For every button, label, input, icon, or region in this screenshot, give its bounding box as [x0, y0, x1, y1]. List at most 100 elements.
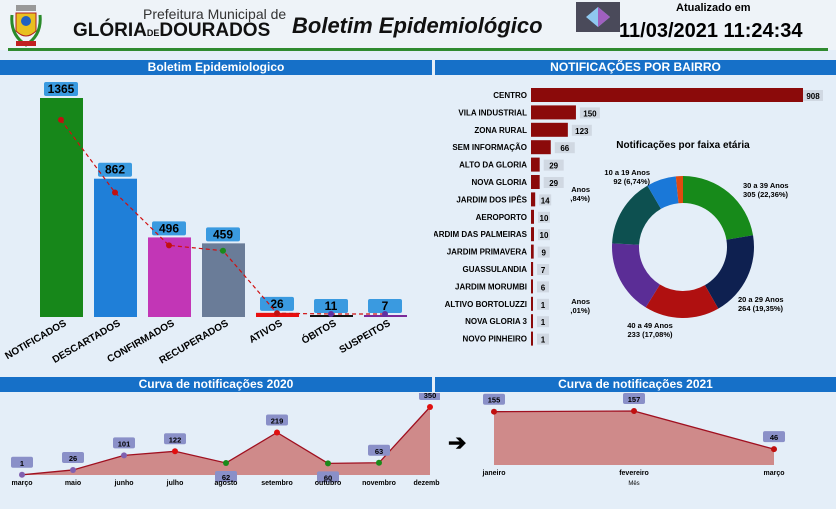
value-label: 6 — [541, 283, 546, 292]
value-label: 123 — [575, 127, 589, 136]
value-label: 219 — [271, 416, 284, 425]
value-label-bg — [543, 177, 564, 188]
bairro-label: NOVA GLORIA — [471, 178, 527, 187]
bar — [531, 105, 576, 120]
slice-label: 30 a 39 Anos — [743, 181, 789, 190]
value-label-bg — [152, 221, 186, 236]
data-point — [325, 460, 331, 467]
value-label-bg — [317, 471, 339, 483]
trend-point — [328, 311, 334, 317]
bar — [531, 279, 533, 294]
bairro-label: ALTO DA GLORIA — [459, 161, 527, 170]
value-label: 862 — [105, 163, 125, 177]
value-label: 7 — [382, 299, 389, 313]
x-tick-label: novembro — [362, 480, 396, 487]
donut-slice — [683, 176, 754, 240]
value-label: 7 — [541, 266, 546, 275]
bairro-label: ZONA RURAL — [474, 126, 527, 135]
bar — [531, 331, 533, 346]
data-point — [172, 448, 178, 455]
value-label: 1365 — [48, 82, 75, 96]
value-label-bg — [537, 333, 549, 345]
value-label: 1 — [541, 301, 546, 310]
prefeitura-label: Prefeitura Municipal de — [143, 6, 287, 22]
city-crest-logo — [10, 5, 42, 47]
value-label: 63 — [375, 447, 383, 456]
value-label: 350 — [424, 393, 437, 400]
value-label-bg — [539, 194, 552, 206]
value-label: 26 — [69, 454, 77, 463]
donut-slice — [612, 185, 661, 245]
value-label: 122 — [169, 435, 182, 444]
bairro-label: JARDIM PRIMAVERA — [447, 248, 528, 257]
bar — [531, 314, 533, 329]
trend-point — [274, 310, 280, 317]
bar — [531, 88, 803, 102]
bairro-label: JARDIM DOS IPÊS — [456, 195, 527, 204]
data-point — [19, 471, 25, 478]
bar — [531, 296, 533, 311]
x-tick-label: março — [763, 470, 784, 477]
bar — [94, 178, 137, 317]
x-tick-label: outubro — [315, 480, 341, 487]
trend-point — [220, 247, 226, 254]
value-label: 10 — [540, 231, 549, 240]
value-label-bg — [98, 162, 132, 177]
slice-value: 264 (19,35%) — [738, 304, 784, 313]
donut-slice — [612, 243, 660, 308]
bar — [531, 244, 534, 259]
bairro-label: NOVO PINHEIRO — [463, 335, 527, 344]
data-point — [427, 404, 433, 410]
value-label-bg — [623, 393, 645, 404]
value-label: 60 — [324, 473, 332, 482]
bairro-label: GUASSULANDIA — [463, 265, 528, 274]
curve-2020-title: Curva de notificações 2020 — [0, 377, 432, 392]
data-point — [491, 408, 497, 415]
slice-label: 50 a 59 Anos — [570, 185, 590, 194]
value-label: 1 — [541, 318, 546, 327]
x-tick-label: agosto — [215, 480, 238, 487]
age-donut-chart: Notificações por faixa etária 30 a 39 Ano… — [570, 140, 789, 339]
trend-point — [112, 189, 118, 196]
bairro-label: SEM INFORMAÇÃO — [452, 143, 527, 152]
value-label: 14 — [541, 196, 550, 205]
updated-label: Atualizado em — [676, 2, 751, 14]
bar — [531, 157, 540, 172]
bar — [531, 175, 540, 189]
x-axis-label: Mês — [628, 481, 639, 487]
value-label-bg — [763, 431, 785, 443]
data-point — [223, 459, 229, 466]
donut-slice — [647, 176, 679, 209]
value-label: 46 — [770, 433, 778, 442]
value-label: 62 — [222, 473, 230, 482]
bar — [531, 140, 551, 155]
value-label: 29 — [549, 179, 558, 188]
value-label-bg — [215, 470, 237, 482]
category-label: ATIVOS — [247, 318, 284, 346]
value-label: 9 — [541, 249, 546, 258]
data-point — [70, 466, 76, 473]
value-label: 155 — [488, 396, 501, 405]
bar — [531, 192, 536, 207]
value-label-bg — [368, 444, 390, 456]
slice-value: 92 (6,74%) — [613, 177, 650, 186]
bairro-label: JARDIM DAS PALMEIRAS — [434, 230, 528, 239]
left-panel-title: Boletim Epidemiologico — [0, 60, 432, 75]
page-title: Boletim Epidemiológico — [292, 13, 543, 38]
updated-value: 11/03/2021 11:24:34 — [619, 20, 803, 42]
x-tick-label: fevereiro — [619, 470, 649, 477]
value-label-bg — [537, 298, 549, 310]
value-label-bg — [11, 456, 33, 468]
value-label: 29 — [549, 162, 558, 171]
chart-title: Notificações por faixa etária — [616, 140, 750, 151]
value-label-bg — [537, 229, 550, 241]
value-label-bg — [537, 316, 549, 328]
value-label-bg — [164, 433, 186, 445]
data-point — [274, 429, 280, 436]
value-label-bg — [368, 299, 402, 313]
value-label-bg — [537, 281, 549, 293]
value-label: 496 — [159, 221, 179, 235]
bairro-label: VILA INDUSTRIAL — [458, 108, 527, 117]
donut-slice — [645, 284, 719, 318]
